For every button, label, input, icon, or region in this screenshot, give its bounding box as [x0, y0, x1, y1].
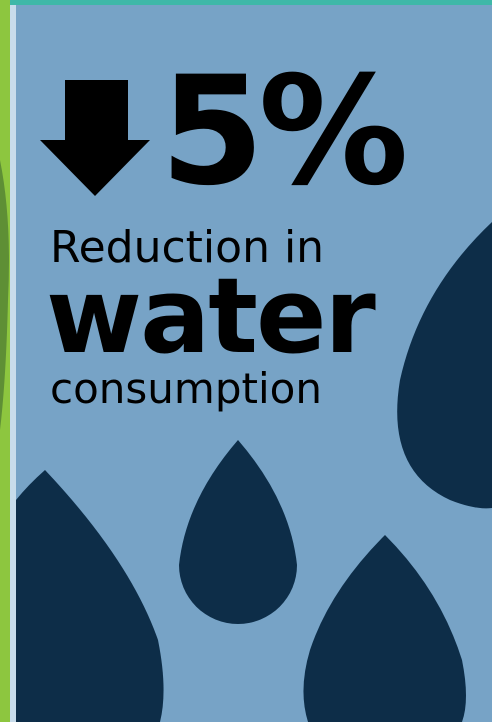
label-line: consumption — [50, 364, 322, 413]
label-emphasis: water — [46, 255, 376, 377]
left-edge — [10, 5, 16, 722]
drop — [179, 440, 297, 624]
top-strip — [0, 0, 492, 5]
drops — [16, 222, 492, 722]
stat-value: 5% — [160, 45, 404, 219]
left-shape — [0, 160, 9, 430]
drop — [16, 470, 164, 722]
drop — [303, 535, 466, 722]
down-arrow — [40, 80, 150, 196]
label-line: Reduction in — [50, 222, 324, 273]
drop — [397, 222, 492, 509]
